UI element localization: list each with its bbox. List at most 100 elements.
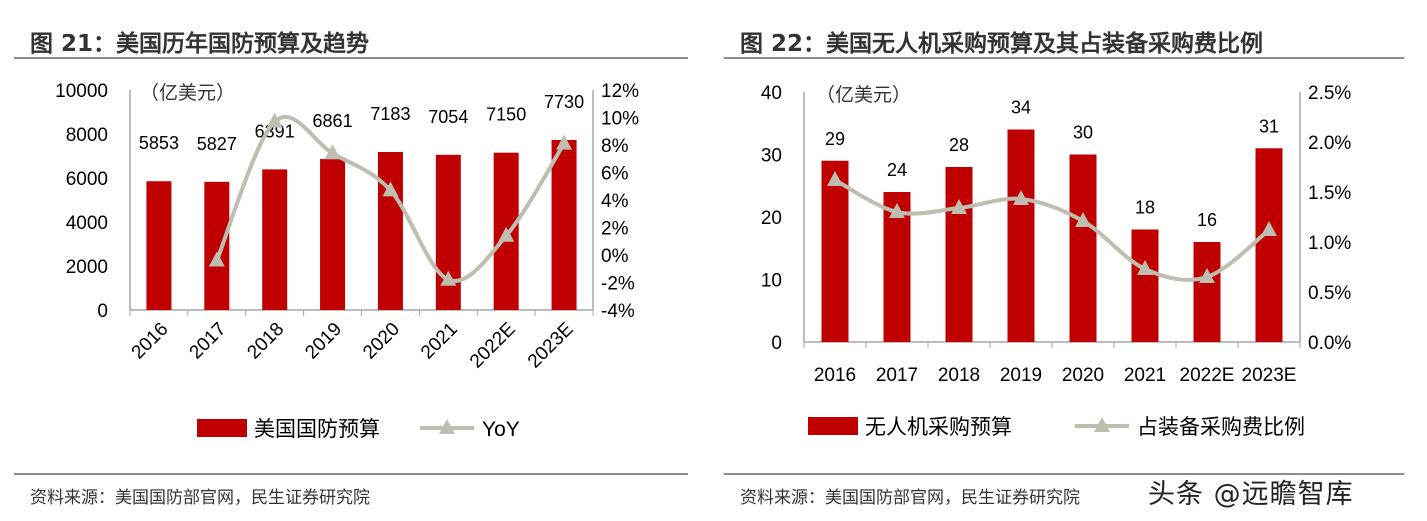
chart1-right-tick-label: 2% bbox=[601, 219, 629, 240]
chart2-left-tick-label: 40 bbox=[761, 83, 782, 104]
chart2-title: 图 22：美国无人机采购预算及其占装备采购费比例 bbox=[740, 31, 1264, 57]
chart1-right-tick-label: 0% bbox=[601, 246, 629, 267]
chart1-x-label: 2019 bbox=[301, 319, 346, 364]
chart1-bar-label: 5853 bbox=[139, 133, 179, 153]
chart2-x-label: 2023E bbox=[1242, 365, 1297, 386]
chart2-x-label: 2021 bbox=[1124, 365, 1166, 386]
chart1-bar-label: 5827 bbox=[197, 134, 237, 154]
chart1-title: 图 21：美国历年国防预算及趋势 bbox=[30, 31, 370, 57]
chart1-bar-label: 7054 bbox=[428, 107, 468, 127]
chart2-right-tick-label: 0.5% bbox=[1308, 283, 1351, 304]
chart2-title-rule bbox=[724, 57, 1404, 59]
chart2-right-tick-label: 2.5% bbox=[1308, 83, 1351, 104]
chart2-left-tick-label: 10 bbox=[761, 271, 782, 292]
chart2-bar-label: 30 bbox=[1073, 123, 1093, 143]
chart2-bar-label: 24 bbox=[887, 160, 907, 180]
chart1-x-label: 2020 bbox=[359, 319, 404, 364]
chart2-x-label: 2017 bbox=[876, 365, 918, 386]
chart1-bar bbox=[204, 181, 230, 310]
chart2-right-tick-label: 1.5% bbox=[1308, 183, 1351, 204]
chart2-line-marker bbox=[889, 203, 905, 218]
chart1-bar bbox=[320, 159, 346, 310]
chart2-bar bbox=[1069, 154, 1097, 342]
chart2-bar-label: 29 bbox=[825, 129, 845, 149]
chart2-left-tick-label: 30 bbox=[761, 146, 782, 167]
chart2-bar-label: 31 bbox=[1259, 116, 1279, 136]
chart1-legend-bar-label: 美国国防预算 bbox=[254, 418, 380, 441]
chart1-right-tick-label: -2% bbox=[601, 274, 635, 295]
chart2-bar bbox=[1255, 148, 1283, 342]
chart2-unit-label: （亿美元） bbox=[816, 84, 911, 106]
chart1-right-tick-label: 6% bbox=[601, 164, 629, 185]
chart1-line-marker bbox=[440, 270, 457, 286]
chart1-bar-label: 6861 bbox=[313, 111, 353, 131]
chart2-line-marker bbox=[1199, 268, 1215, 283]
chart1-bar-label: 7150 bbox=[486, 105, 526, 125]
chart1-line-marker bbox=[498, 226, 515, 242]
chart2-line-marker bbox=[827, 171, 843, 186]
chart2-legend-bar-swatch bbox=[808, 417, 858, 435]
chart2-line-marker bbox=[1137, 260, 1153, 275]
chart1-line-marker bbox=[382, 181, 399, 197]
chart1-line-marker bbox=[208, 251, 225, 267]
chart2-bar bbox=[945, 167, 973, 342]
chart1-left-tick-label: 0 bbox=[97, 301, 108, 322]
chart1-line-marker bbox=[266, 112, 283, 128]
chart2-right-tick-label: 0.0% bbox=[1308, 333, 1351, 354]
chart1-bar bbox=[551, 139, 577, 310]
chart1-bar-label: 7183 bbox=[370, 104, 410, 124]
chart1-right-tick-label: 4% bbox=[601, 191, 629, 212]
chart1-x-label: 2016 bbox=[128, 319, 173, 364]
chart2-x-label: 2016 bbox=[814, 365, 856, 386]
chart1-x-label: 2021 bbox=[417, 319, 462, 364]
chart1-source-rule bbox=[14, 473, 688, 475]
chart2-source: 资料来源：美国国防部官网，民生证券研究院 bbox=[740, 488, 1080, 508]
chart1-left-tick-label: 2000 bbox=[66, 257, 108, 278]
chart1-x-label: 2017 bbox=[186, 319, 231, 364]
chart1-right-tick-label: 8% bbox=[601, 136, 629, 157]
watermark: 头条 @远瞻智库 bbox=[1148, 479, 1354, 510]
chart1-bar bbox=[262, 169, 288, 310]
chart2-legend-marker bbox=[1094, 417, 1110, 432]
chart2-x-label: 2022E bbox=[1180, 365, 1235, 386]
chart1-x-label: 2022E bbox=[466, 319, 520, 373]
chart1-left-tick-label: 8000 bbox=[66, 125, 108, 146]
chart2-bar bbox=[1131, 229, 1159, 342]
chart2-bar-label: 34 bbox=[1011, 98, 1031, 118]
chart2-legend-bar-label: 无人机采购预算 bbox=[865, 416, 1012, 439]
chart1-right-tick-label: -4% bbox=[601, 301, 635, 322]
chart2-line-marker bbox=[1013, 190, 1029, 205]
chart2-legend-line-label: 占装备采购费比例 bbox=[1137, 416, 1305, 439]
chart2-bar bbox=[1007, 129, 1035, 342]
chart2-bar bbox=[821, 160, 849, 342]
chart2-x-label: 2018 bbox=[938, 365, 980, 386]
chart1-legend-bar-swatch bbox=[197, 419, 247, 437]
chart1-left-tick-label: 6000 bbox=[66, 169, 108, 190]
chart1-source: 资料来源：美国国防部官网，民生证券研究院 bbox=[30, 488, 370, 508]
chart2-bar-label: 16 bbox=[1197, 210, 1217, 230]
chart1-x-label: 2023E bbox=[524, 319, 578, 373]
chart1-bar bbox=[377, 151, 403, 310]
chart2-x-label: 2020 bbox=[1062, 365, 1104, 386]
chart2-line-marker bbox=[951, 199, 967, 214]
chart2-bar-label: 18 bbox=[1135, 198, 1155, 218]
chart1-right-tick-label: 12% bbox=[601, 81, 639, 102]
chart1-left-tick-label: 4000 bbox=[66, 213, 108, 234]
chart1-left-tick-label: 10000 bbox=[55, 81, 108, 102]
chart2-source-rule bbox=[724, 473, 1404, 475]
chart2-bar bbox=[1193, 242, 1221, 342]
chart2-right-tick-label: 2.0% bbox=[1308, 133, 1351, 154]
chart1-unit-label: （亿美元） bbox=[140, 82, 235, 104]
chart2-line-marker bbox=[1261, 221, 1277, 236]
chart1-right-tick-label: 10% bbox=[601, 109, 639, 130]
chart2-bar-label: 28 bbox=[949, 135, 969, 155]
chart1-legend-line-label: YoY bbox=[482, 418, 520, 441]
chart2-right-tick-label: 1.0% bbox=[1308, 233, 1351, 254]
chart1-line-marker bbox=[556, 134, 573, 150]
chart2-x-label: 2019 bbox=[1000, 365, 1042, 386]
chart1-x-label: 2018 bbox=[243, 319, 288, 364]
chart1-bar bbox=[435, 154, 461, 310]
chart1-line-marker bbox=[324, 144, 341, 160]
chart1-legend-marker bbox=[439, 419, 455, 434]
